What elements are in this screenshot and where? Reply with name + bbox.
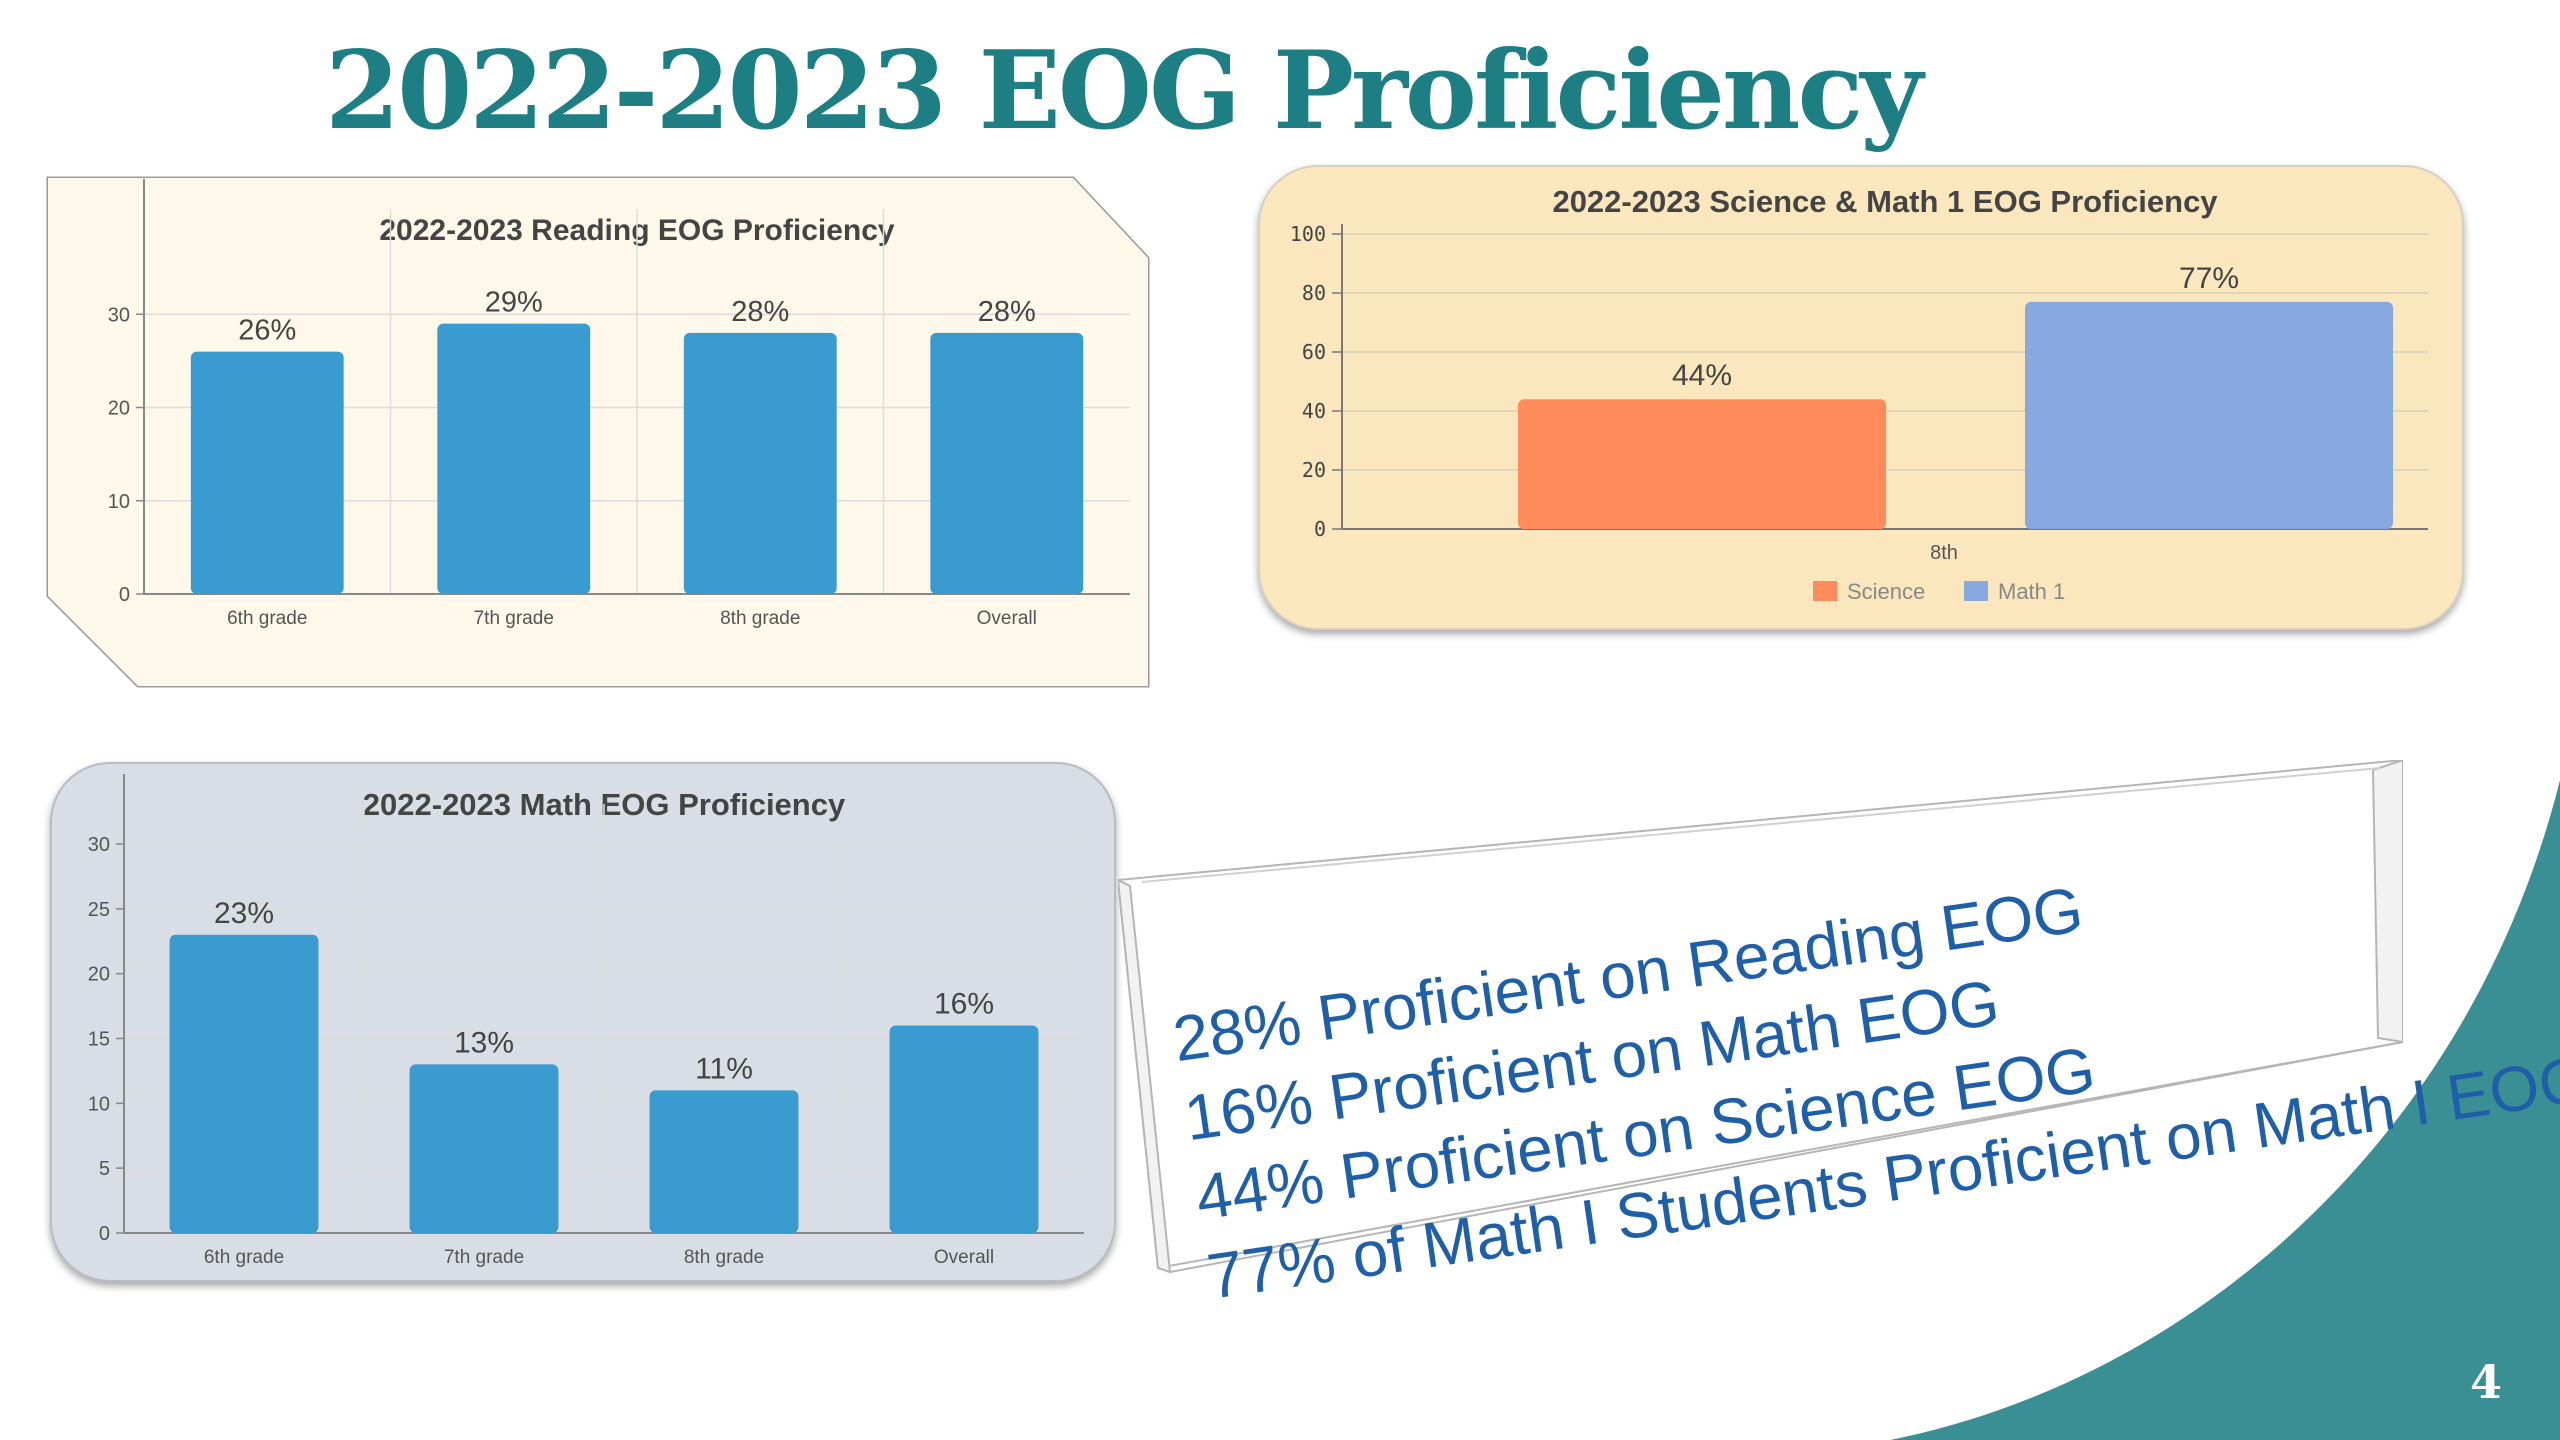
bar	[649, 1090, 799, 1233]
bar	[437, 323, 591, 594]
y-tick-label: 60	[1302, 340, 1326, 364]
y-tick-label: 5	[99, 1158, 110, 1180]
x-tick-label: Overall	[934, 1247, 994, 1268]
legend-label: Math 1	[1998, 579, 2065, 604]
y-tick-label: 100	[1290, 222, 1326, 246]
data-label: 23%	[214, 897, 274, 930]
legend-label: Science	[1847, 579, 1925, 604]
data-label: 28%	[731, 296, 789, 328]
y-tick-label: 10	[88, 1093, 110, 1115]
science-math-chart-panel: 2022-2023 Science & Math 1 EOG Proficien…	[1258, 165, 2464, 630]
bar	[683, 332, 837, 594]
y-tick-label: 0	[1314, 517, 1326, 541]
summary-box-frame	[1118, 760, 2403, 1274]
x-tick-label: Overall	[977, 608, 1037, 629]
y-tick-label: 0	[119, 584, 130, 606]
bar	[169, 934, 319, 1233]
x-tick-label: 7th grade	[444, 1247, 524, 1268]
math-eog-chart: 2022-2023 Math EOG Proficiency0510152025…	[88, 774, 1084, 1268]
math-chart-panel: 2022-2023 Math EOG Proficiency 0 5 10 15 20 25…	[50, 762, 1116, 1282]
data-label: 16%	[934, 988, 994, 1021]
x-tick-label: 8th grade	[684, 1247, 764, 1268]
y-tick-label: 0	[99, 1223, 110, 1245]
bar	[190, 351, 344, 594]
bar	[1518, 399, 1886, 529]
reading-eog-chart: 2022-2023 Reading EOG Proficiency0102030…	[108, 179, 1130, 629]
data-label: 13%	[454, 1026, 514, 1059]
bar	[2025, 301, 2393, 529]
data-label: 77%	[2179, 262, 2239, 295]
y-tick-label: 30	[88, 834, 110, 856]
science-math-eog-chart: 2022-2023 Science & Math 1 EOG Proficien…	[1290, 184, 2428, 604]
data-label: 28%	[978, 296, 1036, 328]
data-label: 11%	[695, 1052, 753, 1085]
y-tick-label: 20	[108, 398, 130, 420]
slide-title: 2022-2023 EOG Proficiency	[325, 28, 1923, 154]
y-tick-label: 20	[1302, 458, 1326, 482]
x-tick-label: 8th	[1930, 542, 1958, 564]
data-label: 26%	[238, 315, 296, 347]
y-tick-label: 40	[1302, 399, 1326, 423]
reading-chart-panel: 2022-2023 Reading EOG Proficiency 0 10 20 30…	[48, 178, 1148, 686]
data-label: 44%	[1672, 359, 1732, 392]
page-number: 4	[2470, 1355, 2503, 1409]
x-tick-label: 6th grade	[204, 1247, 284, 1268]
y-tick-label: 15	[88, 1029, 110, 1051]
chart-title: 2022-2023 Science & Math 1 EOG Proficien…	[1552, 184, 2218, 219]
x-tick-label: 7th grade	[474, 608, 554, 629]
legend-swatch	[1964, 581, 1988, 601]
y-tick-label: 10	[108, 491, 130, 513]
x-tick-label: 6th grade	[227, 608, 307, 629]
y-tick-label: 80	[1302, 281, 1326, 305]
x-tick-label: 8th grade	[720, 608, 800, 629]
bar	[409, 1064, 559, 1233]
bar	[889, 1025, 1039, 1233]
bar	[930, 332, 1084, 594]
y-tick-label: 20	[88, 964, 110, 986]
y-tick-label: 30	[108, 304, 130, 326]
y-tick-label: 25	[88, 899, 110, 921]
data-label: 29%	[485, 287, 543, 319]
legend-swatch	[1813, 581, 1837, 601]
